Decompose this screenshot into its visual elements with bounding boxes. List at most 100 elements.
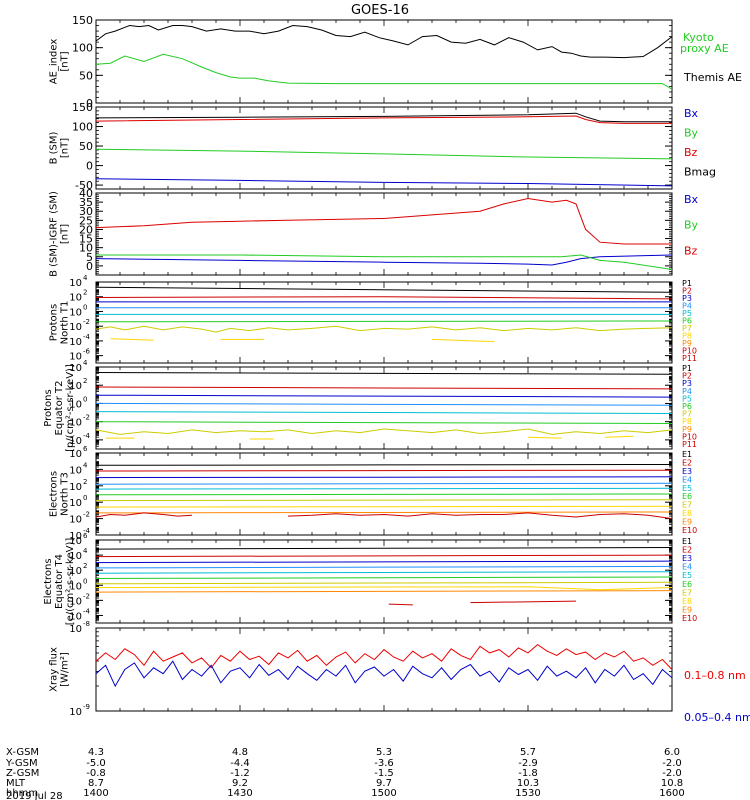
y-tick-label: 10: [69, 352, 82, 363]
y-axis-label: Xray flux: [49, 647, 60, 692]
x-row-value: -0.8: [86, 768, 106, 779]
series-line-by: [96, 254, 672, 270]
y-tick-exponent: 4: [83, 461, 88, 469]
x-row-label: X-GSM: [6, 747, 39, 758]
plot-area: [96, 372, 672, 440]
legend-label: P4: [682, 302, 692, 311]
legend-label: P3: [682, 379, 692, 388]
series-line-e8: [96, 586, 672, 591]
series-line-bz: [96, 197, 672, 245]
y-tick-exponent: -2: [83, 414, 90, 422]
series-line-p5: [96, 411, 672, 414]
x-row-value: 9.2: [232, 778, 248, 789]
legend-label: E9: [682, 518, 692, 527]
legend-label: proxy AE: [680, 42, 729, 55]
y-tick-label: 10: [69, 449, 82, 460]
plot-area: [96, 464, 672, 520]
x-row-value: 4.3: [88, 747, 104, 758]
y-tick-label: 10: [69, 307, 82, 318]
series-line-e4: [96, 482, 672, 485]
y-tick-exponent: 2: [83, 289, 87, 297]
y-tick-exponent: 6: [83, 532, 88, 540]
y-tick-label: 10: [69, 498, 82, 509]
y-axis-label: Protons: [49, 304, 60, 341]
y-tick-label: 10: [69, 596, 82, 607]
legend: Bx By Bz Bmag: [684, 107, 716, 179]
y-tick-exponent: -9: [83, 703, 90, 711]
series-line-e7: [96, 581, 672, 585]
x-row-value: -1.2: [230, 768, 250, 779]
series-line-bz: [96, 115, 672, 124]
y-axis-label: North T3: [60, 472, 71, 516]
series-line-e1: [96, 464, 672, 466]
panel-frame: [95, 627, 673, 712]
y-tick-label: 5: [86, 251, 93, 264]
y-tick-exponent: -2: [83, 592, 90, 600]
series-line-p8: [527, 436, 562, 439]
y-tick-exponent: 4: [83, 359, 88, 367]
x-row-label: MLT: [6, 778, 26, 789]
y-tick-label: 150: [72, 101, 93, 114]
y-tick-label: 20: [79, 223, 93, 236]
series-line-p6: [96, 421, 672, 424]
series-line-e8: [96, 505, 672, 508]
series-line-e10: [470, 600, 577, 604]
y-axis-label: B (SM)-IGRF (SM): [49, 191, 60, 277]
legend-label: P7: [682, 410, 692, 419]
series-line-e4: [96, 565, 672, 569]
plot-area: [96, 112, 672, 187]
y-tick-exponent: 4: [83, 547, 88, 555]
series-line-bmag: [96, 112, 672, 123]
x-row-label: Y-GSM: [5, 758, 38, 769]
y-tick-exponent: 2: [83, 562, 87, 570]
y-tick-exponent: -8: [83, 620, 90, 628]
legend-label: P8: [682, 332, 692, 341]
series-line-p8: [431, 338, 495, 343]
series-line-e1: [96, 547, 672, 550]
plot-area: [96, 286, 672, 343]
legend-label: E9: [682, 605, 692, 614]
y-tick-label: 10: [69, 337, 82, 348]
legend-label: Themis AE: [683, 71, 742, 84]
y-tick-exponent: 0: [83, 303, 87, 311]
y-tick-label: 15: [79, 233, 93, 246]
y-tick-label: 10: [69, 399, 82, 410]
y-tick-label: 0: [86, 260, 93, 273]
legend-label: P7: [682, 324, 692, 333]
series-line-p8: [604, 435, 634, 438]
plot-area: [96, 197, 672, 270]
legend-label: E5: [682, 484, 692, 493]
series-line-kyoto-proxy-ae: [96, 53, 672, 90]
legend-label: E2: [682, 546, 692, 555]
y-axis-label: B (SM): [49, 131, 60, 164]
legend: 0.1–0.8 nm 0.05–0.4 nm: [684, 669, 750, 724]
x-row-value: 8.7: [88, 778, 104, 789]
legend-label: E4: [682, 475, 692, 484]
y-tick-label: 10: [69, 611, 82, 622]
legend-label: P1: [682, 279, 692, 288]
y-axis-label: [nT]: [60, 51, 71, 71]
x-axis-labels: X-GSM 4.3 4.8 5.3 5.7 6.0 Y-GSM -5.0 -4.4 -3.6 -2.…: [5, 747, 685, 800]
legend-label: P5: [682, 309, 692, 318]
legend-label: E7: [682, 588, 692, 597]
legend: Bx By Bz: [684, 193, 699, 257]
plot-area: [96, 643, 672, 688]
legend-label: P4: [682, 387, 692, 396]
legend-label: P6: [682, 402, 692, 411]
legend-label: P11: [682, 440, 697, 449]
legend-label: P6: [682, 317, 692, 326]
series-line-bx: [96, 178, 672, 187]
y-axis-label: AE_index: [49, 39, 60, 85]
x-row-value: -1.5: [374, 768, 394, 779]
series-line-0-05-0-4-nm: [96, 660, 672, 688]
y-tick-exponent: 0: [83, 395, 87, 403]
y-tick-label: 100: [72, 42, 93, 55]
legend-label: E8: [682, 597, 692, 606]
y-tick-label: 35: [79, 196, 93, 209]
y-tick-exponent: 6: [83, 445, 88, 453]
legend-label: E3: [682, 554, 692, 563]
x-row-value: 5.3: [376, 747, 392, 758]
